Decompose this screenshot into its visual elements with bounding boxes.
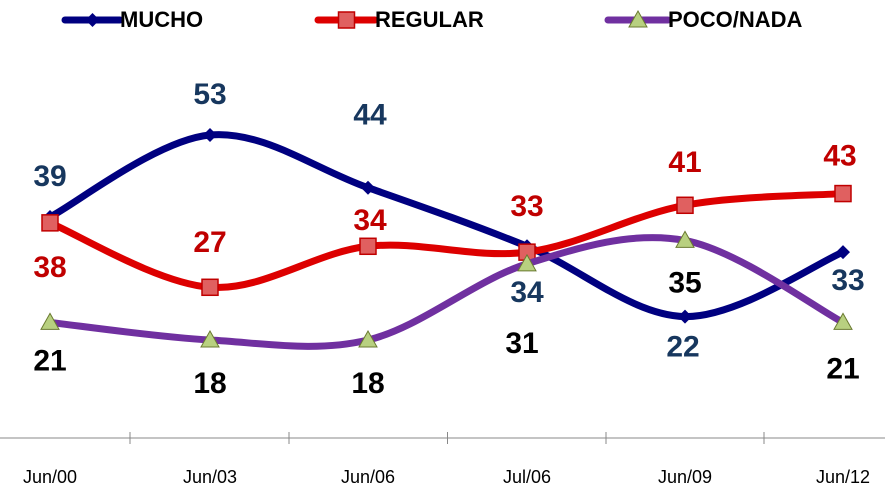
data-label: 38 xyxy=(33,251,66,284)
point-marker xyxy=(41,214,59,232)
legend-marker xyxy=(85,13,100,27)
data-label: 18 xyxy=(193,367,226,400)
data-label: 34 xyxy=(353,204,387,237)
data-label: 33 xyxy=(510,190,543,223)
x-tick-label: Jun/09 xyxy=(658,467,712,487)
point-marker xyxy=(361,180,375,195)
point-marker xyxy=(834,184,852,203)
legend-marker xyxy=(628,9,648,28)
legend-label: MUCHO xyxy=(120,7,203,32)
point-marker xyxy=(201,278,219,297)
data-label: 31 xyxy=(505,327,538,360)
legend-marker xyxy=(337,11,356,29)
data-label: 43 xyxy=(823,139,856,172)
point-marker xyxy=(517,253,537,272)
data-label: 27 xyxy=(193,226,226,259)
point-marker xyxy=(40,312,60,330)
legend-label: POCO/NADA xyxy=(668,7,803,32)
series-line xyxy=(46,234,847,350)
point-marker xyxy=(358,329,378,348)
point-marker xyxy=(676,196,694,215)
x-tick-label: Jun/06 xyxy=(341,467,395,487)
data-label: 41 xyxy=(668,146,701,179)
point-marker xyxy=(359,237,377,256)
series-line xyxy=(46,190,847,291)
data-label: 34 xyxy=(510,276,544,309)
data-label: 35 xyxy=(668,266,701,299)
data-label: 33 xyxy=(831,264,864,297)
x-tick-label: Jun/03 xyxy=(183,467,237,487)
data-label: 39 xyxy=(33,160,66,193)
x-tick-label: Jul/06 xyxy=(503,467,551,487)
point-marker xyxy=(833,312,853,330)
point-marker xyxy=(200,329,220,348)
x-tick-label: Jun/12 xyxy=(816,467,870,487)
legend-label: REGULAR xyxy=(375,7,484,32)
point-marker xyxy=(678,309,692,324)
point-marker xyxy=(203,128,217,142)
data-label: 44 xyxy=(353,99,387,132)
data-label: 21 xyxy=(826,352,859,385)
data-label: 22 xyxy=(666,330,699,363)
data-label: 21 xyxy=(33,344,66,377)
data-label: 53 xyxy=(193,78,226,111)
x-tick-label: Jun/00 xyxy=(23,467,77,487)
point-marker xyxy=(836,245,850,260)
data-label: 18 xyxy=(351,367,384,400)
point-marker xyxy=(675,230,695,248)
series-line xyxy=(46,131,847,321)
